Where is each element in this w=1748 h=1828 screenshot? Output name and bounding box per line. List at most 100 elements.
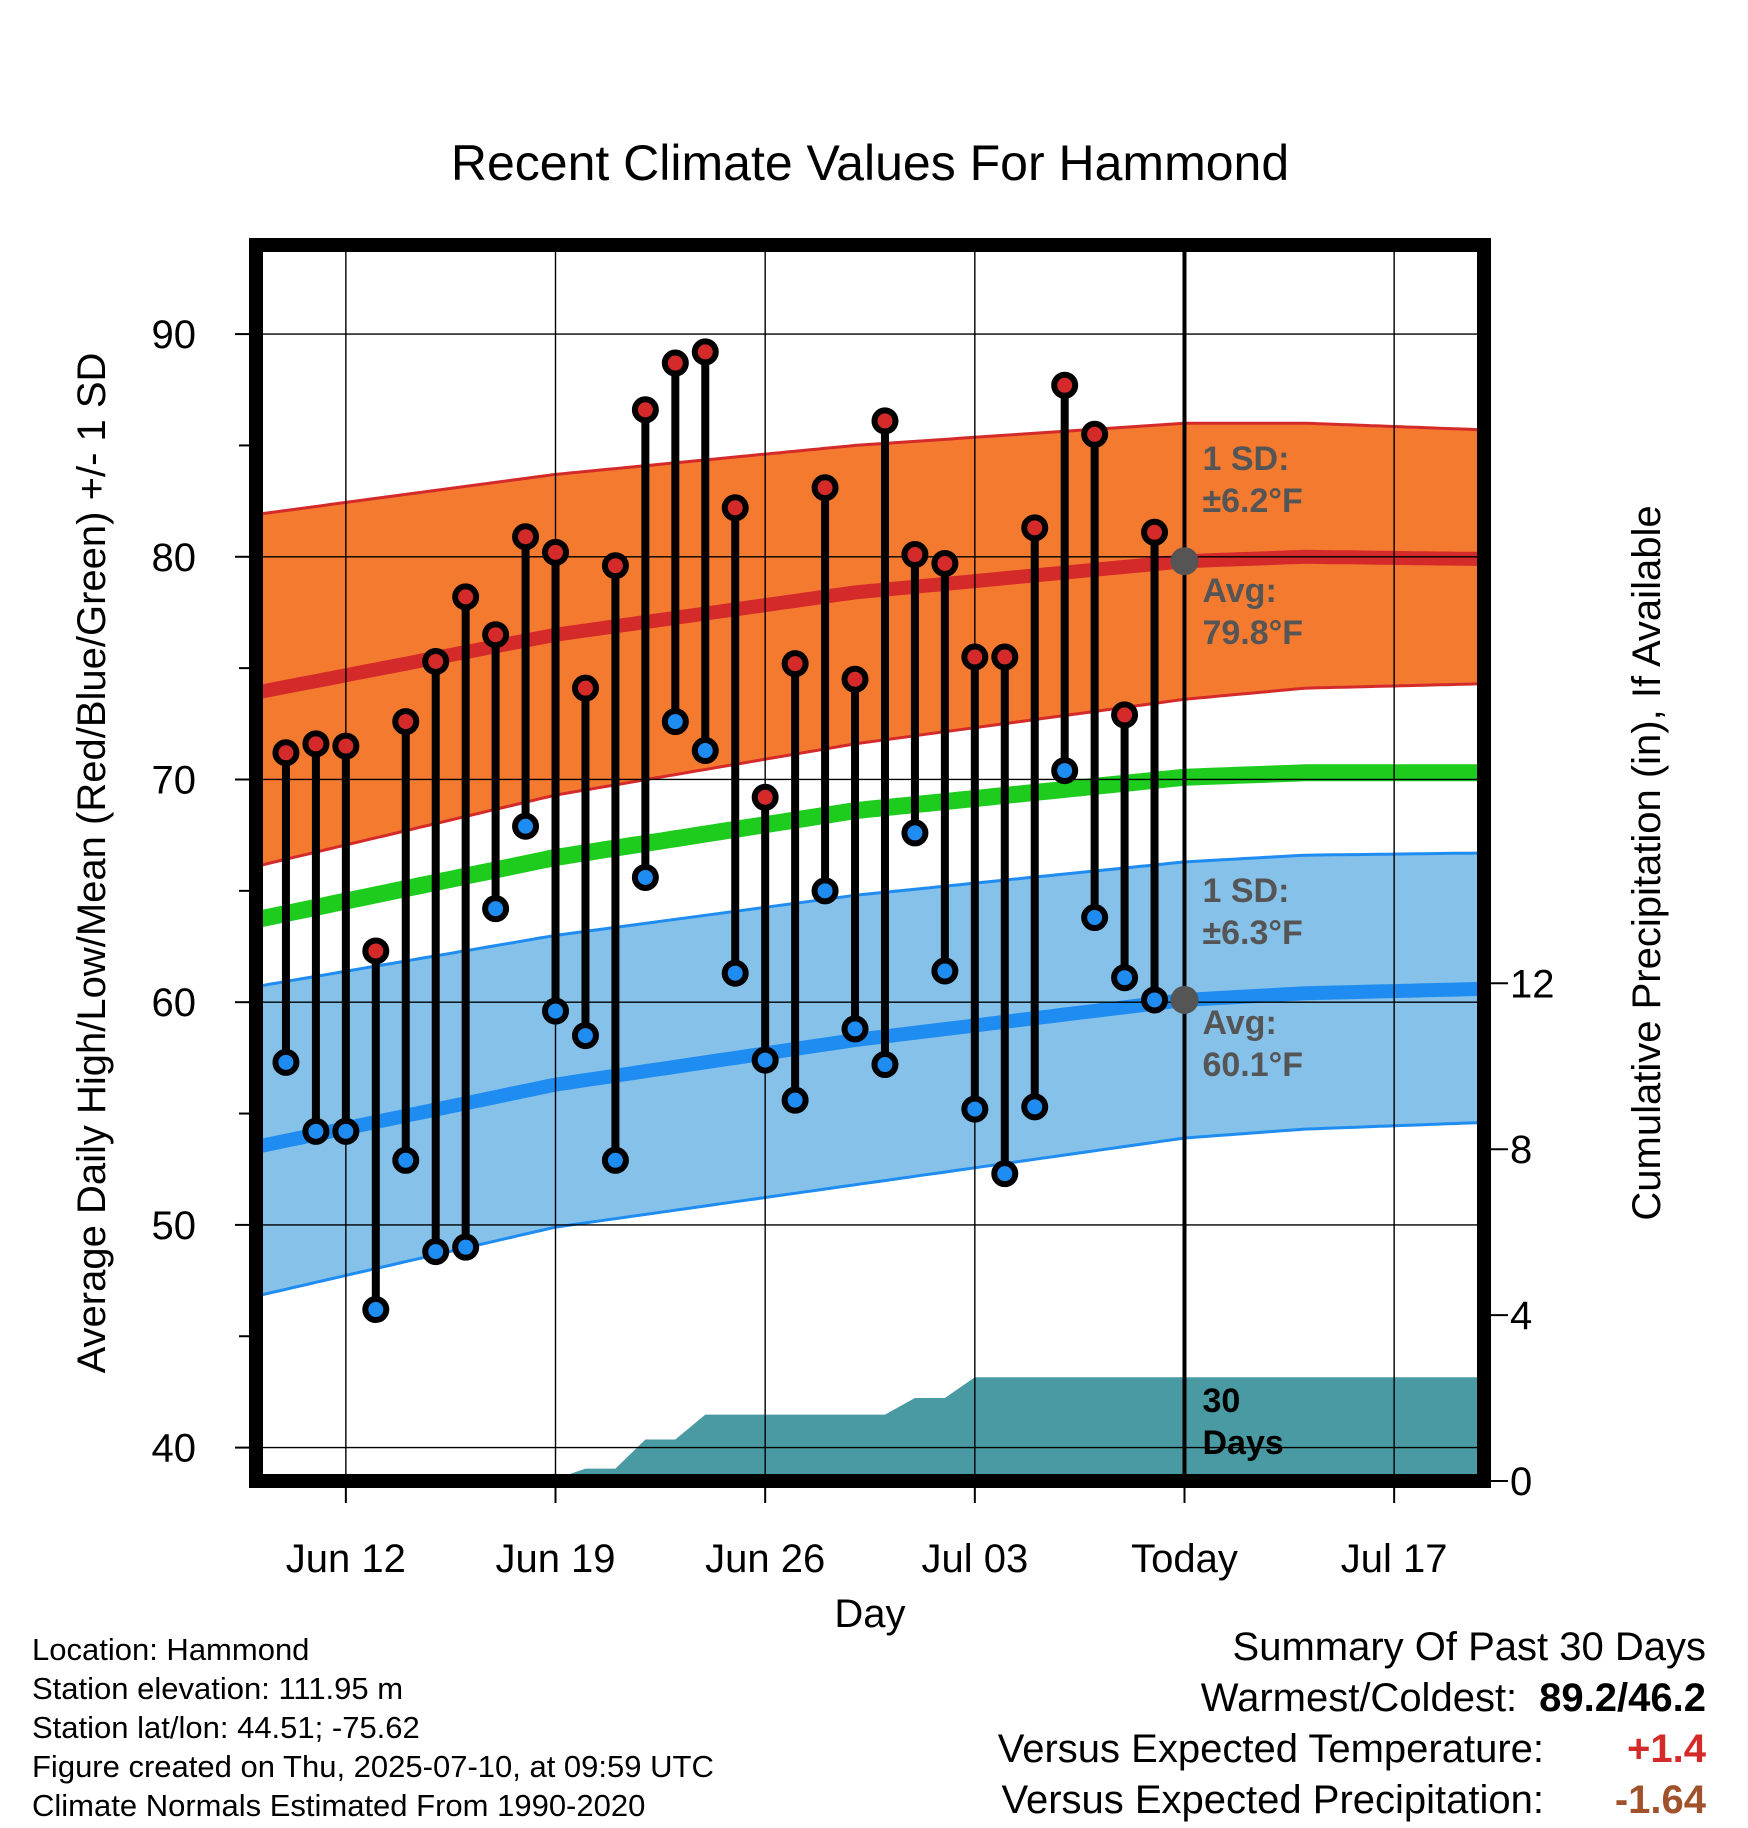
x-tick-label: Jun 26 [705,1537,825,1581]
daily-low-dot [811,877,839,905]
precip-label: Versus Expected Precipitation: [1001,1778,1544,1822]
created-text: Figure created on Thu, 2025-07-10, at 09… [32,1749,714,1784]
summary-panel: Summary Of Past 30 Days Warmest/Coldest:… [998,1622,1706,1826]
temp-label: Versus Expected Temperature: [997,1727,1544,1771]
low-avg-annotation: Avg: 60.1°F [1202,1004,1303,1084]
high-avg-annotation-line: Avg: [1202,572,1276,610]
daily-low-dot [931,957,959,985]
daily-low-dot [751,1046,779,1074]
x-tick-label: Jun 19 [495,1537,615,1581]
daily-high-dot [1111,701,1139,729]
low-avg-annotation-line: Avg: [1202,1004,1276,1042]
daily-low-dot [332,1117,360,1145]
daily-high-dot [362,937,390,965]
daily-low-dot [991,1160,1019,1188]
daily-high-dot [961,643,989,671]
daily-high-dot [931,549,959,577]
mean-normal-line [254,764,1484,929]
daily-high-dot [871,407,899,435]
x-axis-label: Day [834,1592,905,1636]
daily-low-dot [392,1146,420,1174]
daily-high-dot [901,541,929,569]
normals-text: Climate Normals Estimated From 1990-2020 [32,1788,646,1823]
daily-high-dot [571,674,599,702]
high-sd-band [256,423,1484,867]
precip-value: -1.64 [1614,1778,1706,1822]
daily-low-dot [1051,757,1079,785]
daily-high-dot [751,783,779,811]
high-sd-annotation-line: ±6.2°F [1202,482,1302,520]
y2-axis-label: Cumulative Precipitation (in), If Availa… [1625,505,1669,1220]
high-sd-annotation: 1 SD: ±6.2°F [1202,440,1302,520]
daily-low-dot [1141,986,1169,1014]
daily-high-dot [661,349,689,377]
summary-title: Summary Of Past 30 Days [1232,1625,1706,1669]
daily-high-dot [721,494,749,522]
low-sd-band [256,853,1484,1297]
y-tick-label: 70 [152,758,197,802]
today-low-normal-marker [1170,985,1199,1014]
daily-low-dot [871,1051,899,1079]
daily-high-dot [631,396,659,424]
plot-frame [249,238,1491,1488]
today-high-normal-marker [1170,547,1199,576]
daily-low-dot [841,1015,869,1043]
daily-high-dot [452,583,480,611]
low-avg-annotation-line: 60.1°F [1202,1046,1303,1084]
low-sd-band-upper-edge [255,851,1485,989]
daily-high-dot [392,708,420,736]
x-tick-label: Jun 12 [286,1537,406,1581]
daily-low-dot [272,1048,300,1076]
y-tick-label: 50 [152,1204,197,1248]
daily-low-dot [631,863,659,891]
daily-low-dot [1021,1093,1049,1121]
summary-warm-cold: Warmest/Coldest: 89.2/46.2 [998,1673,1706,1724]
summary-temp: Versus Expected Temperature: +1.4 [998,1724,1706,1775]
high-sd-annotation-line: 1 SD: [1202,440,1289,478]
daily-high-dot [691,338,719,366]
low-sd-annotation-line: 1 SD: [1202,872,1289,910]
y-tick-label: 90 [152,313,197,357]
daily-low-dot [542,997,570,1025]
warm-cold-value: 89.2/46.2 [1539,1676,1706,1720]
x-tick-label: Today [1131,1537,1238,1581]
elevation-text: Station elevation: 111.95 m [32,1671,404,1706]
daily-high-dot [272,739,300,767]
daily-low-dot [512,812,540,840]
daily-low-dot [1081,904,1109,932]
daily-low-dot [571,1022,599,1050]
high-avg-annotation: Avg: 79.8°F [1202,572,1303,652]
low-sd-annotation: 1 SD: ±6.3°F [1202,872,1302,952]
high-sd-band-lower-edge [255,682,1485,868]
y2-tick-label: 4 [1510,1294,1532,1338]
daily-low-dot [721,959,749,987]
daily-high-dot [601,552,629,580]
high-avg-annotation-line: 79.8°F [1202,614,1303,652]
temp-value: +1.4 [1627,1727,1706,1771]
daily-high-dot [422,647,450,675]
daily-low-dot [781,1086,809,1114]
daily-high-dot [302,730,330,758]
station-info: Location: Hammond Station elevation: 111… [32,1630,714,1825]
low-normal-line [254,981,1485,1154]
daily-high-dot [991,643,1019,671]
daily-low-dot [661,708,689,736]
daily-high-dot [811,474,839,502]
y2-tick-label: 8 [1510,1128,1532,1172]
daily-high-dot [1021,514,1049,542]
x-tick-label: Jul 17 [1341,1537,1448,1581]
daily-high-dot [482,621,510,649]
daily-low-dot [961,1095,989,1123]
daily-high-dot [542,538,570,566]
daily-high-dot [512,523,540,551]
y-tick-label: 80 [152,536,197,580]
daily-high-dot [1081,420,1109,448]
daily-high-dot [1051,371,1079,399]
precip-area [256,1377,1484,1481]
x-tick-label: Jul 03 [921,1537,1028,1581]
daily-low-dot [691,737,719,765]
daily-low-dot [422,1238,450,1266]
daily-high-dot [1141,518,1169,546]
daily-low-dot [901,819,929,847]
